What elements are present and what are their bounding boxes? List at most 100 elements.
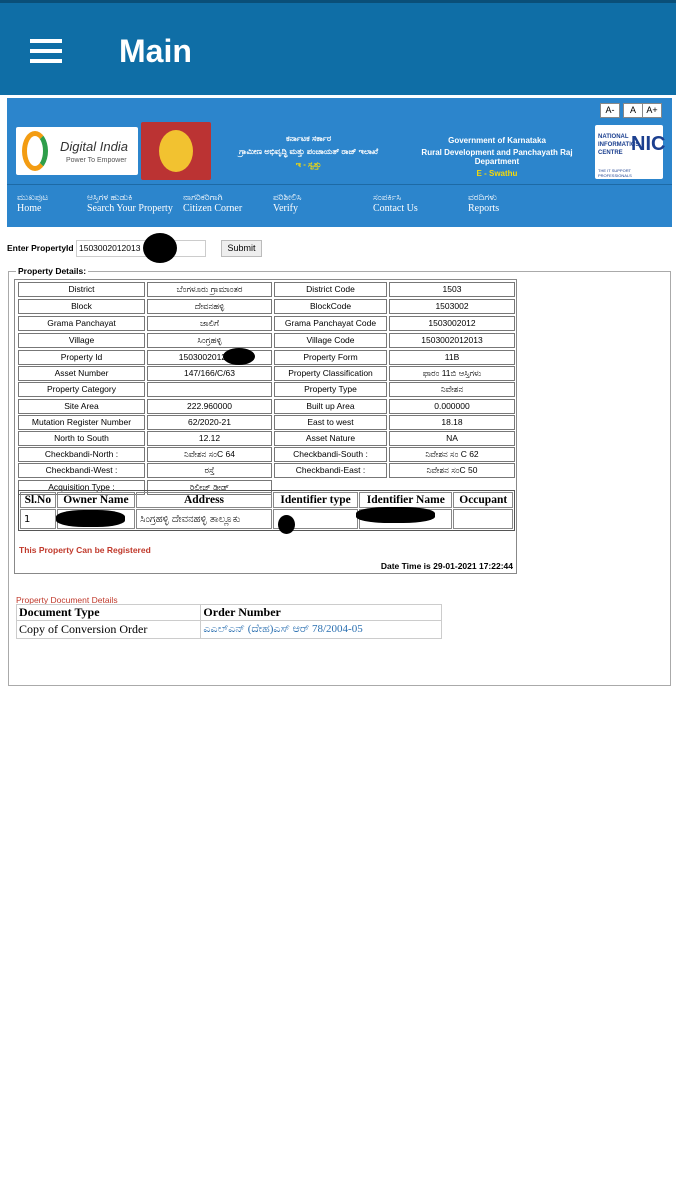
detail-value: 62/2020-21 bbox=[147, 414, 272, 430]
detail-label: District bbox=[18, 282, 145, 297]
property-id-input[interactable]: 1503002012013 bbox=[76, 240, 206, 257]
nav-kannada: ಪರಿಶೀಲಿಸಿ bbox=[273, 192, 302, 202]
owners-header-cell: Address bbox=[136, 492, 272, 508]
detail-value: ಸಿಂಗ್ರಹಳ್ಳಿ bbox=[147, 333, 272, 348]
detail-label: Mutation Register Number bbox=[18, 414, 145, 430]
detail-label: Property Form bbox=[274, 350, 387, 365]
owners-table: Sl.No Owner Name Address Identifier type Ide… bbox=[18, 490, 515, 531]
detail-value: ಫಾರಂ 11ಬಿ ಆಸ್ತಿಗಳು bbox=[389, 366, 515, 382]
documents-header-cell: Document Type bbox=[15, 604, 202, 621]
nav-kannada: ನಾಗರಿಕರಿಗಾಗಿ bbox=[183, 192, 223, 202]
logo-tagline: Power To Empower bbox=[66, 157, 127, 164]
detail-label: North to South bbox=[18, 431, 145, 446]
document-cell: Copy of Conversion Order bbox=[15, 620, 202, 639]
documents-header: Document Type Order Number bbox=[15, 604, 442, 621]
nav-item[interactable]: ಪರಿಶೀಲಿಸಿ Verify bbox=[273, 191, 343, 215]
detail-value: 18.18 bbox=[389, 414, 515, 430]
header-kannada: ಕರ್ನಾಟಕ ಸರ್ಕಾರ ಗ್ರಾಮೀಣ ಅಭಿವೃದ್ಧಿ ಮತ್ತು ಪ… bbox=[211, 134, 406, 170]
nav-kannada: ಸಂಪರ್ಕಿಸಿ bbox=[373, 192, 402, 202]
detail-value: ನಿವೇಶನ bbox=[389, 382, 515, 398]
documents-header-cell: Order Number bbox=[200, 604, 442, 621]
header-english: Government of Karnataka Rural Developmen… bbox=[402, 136, 592, 178]
emblem-shape bbox=[159, 130, 193, 172]
font-button[interactable]: A+ bbox=[642, 103, 662, 118]
documents-row: Copy of Conversion Order ಎಎಲ್‌ಎನ್ (ದೇಹ)ಎಸ… bbox=[15, 620, 442, 639]
documents-title: Property Document Details bbox=[16, 595, 118, 605]
karnataka-emblem bbox=[141, 122, 211, 180]
detail-value: ನಿವೇಶನ ಸಂC 50 bbox=[389, 463, 515, 479]
header-line: E - Swathu bbox=[476, 169, 518, 178]
detail-value: ನಿವೇಶನ ಸಂC 64 bbox=[147, 447, 272, 463]
detail-value bbox=[147, 382, 272, 398]
detail-value: 0.000000 bbox=[389, 398, 515, 414]
detail-label: Village bbox=[18, 333, 145, 348]
owners-cell: ಸಿಂಗ್ರಹಳ್ಳಿ ದೇವನಹಳ್ಳಿ ತಾಲ್ಲೂಕು bbox=[136, 509, 272, 529]
detail-label: Grama Panchayat bbox=[18, 316, 145, 331]
nav-item[interactable]: ವರದಿಗಳು Reports bbox=[468, 191, 538, 215]
detail-label: BlockCode bbox=[274, 299, 387, 314]
detail-label: Asset Number bbox=[18, 366, 145, 382]
detail-label: District Code bbox=[274, 282, 387, 297]
detail-label: Property Classification bbox=[274, 366, 387, 382]
detail-value: 1503002012 bbox=[389, 316, 515, 331]
detail-label: Built up Area bbox=[274, 398, 387, 414]
font-button[interactable]: A- bbox=[600, 103, 620, 118]
redaction bbox=[56, 510, 125, 527]
detail-value: NA bbox=[389, 431, 515, 446]
detail-label: Asset Nature bbox=[274, 431, 387, 446]
detail-label: Checkbandi-East : bbox=[274, 463, 387, 479]
font-button[interactable]: A bbox=[623, 103, 643, 118]
nav-kannada: ವರದಿಗಳು bbox=[468, 192, 497, 202]
menu-button[interactable] bbox=[30, 39, 62, 69]
owners-header-cell: Identifier Name bbox=[359, 492, 453, 508]
documents-table: Document Type Order Number Copy of Convers… bbox=[15, 604, 442, 639]
owners-header-cell: Identifier type bbox=[272, 492, 359, 508]
nav-kannada: ಆಸ್ತಿಗಳ ಹುಡುಕಿ bbox=[87, 192, 133, 202]
detail-value: 222.960000 bbox=[147, 398, 272, 414]
detail-value: 11B bbox=[389, 350, 515, 365]
nav-english: Citizen Corner bbox=[183, 203, 243, 214]
nav-english: Contact Us bbox=[373, 203, 418, 214]
app-title: Main bbox=[119, 33, 192, 69]
detail-value: 12.12 bbox=[147, 431, 272, 446]
nic-abbr: NIC bbox=[631, 133, 666, 155]
owners-cell: 1 bbox=[20, 509, 56, 529]
detail-value: ಜಾಲಿಗೆ bbox=[147, 316, 272, 331]
details-panel: District ಬೆಂಗಳೂರು ಗ್ರಾಮಾಂತರ District Code 1… bbox=[14, 279, 517, 574]
nav-english: Home bbox=[17, 203, 42, 214]
owners-header: Sl.No Owner Name Address Identifier type Ide… bbox=[20, 492, 513, 508]
search-label: Enter PropertyId bbox=[7, 243, 74, 253]
header-line: Government of Karnataka bbox=[448, 136, 546, 145]
redaction bbox=[143, 233, 177, 263]
document-link[interactable]: ಎಎಲ್‌ಎನ್ (ದೇಹ)ಎಸ್ ಆರ್ 78/2004-05 bbox=[200, 620, 442, 639]
nav-english: Reports bbox=[468, 203, 500, 214]
nav-kannada: ಮುಖಪುಟ bbox=[17, 192, 49, 202]
detail-label: Checkbandi-West : bbox=[18, 463, 145, 479]
submit-button[interactable]: Submit bbox=[221, 240, 262, 257]
digital-india-logo: Digital India Power To Empower bbox=[16, 127, 138, 175]
fieldset-legend: Property Details: bbox=[16, 266, 89, 276]
nav-item[interactable]: ನಾಗರಿಕರಿಗಾಗಿ Citizen Corner bbox=[183, 191, 253, 215]
detail-value: 1503002012013 bbox=[389, 333, 515, 348]
detail-label: Property Type bbox=[274, 382, 387, 398]
nav-english: Verify bbox=[273, 203, 298, 214]
logo-title: Digital India bbox=[60, 139, 128, 154]
owners-cell bbox=[453, 509, 513, 529]
date-time: Date Time is 29-01-2021 17:22:44 bbox=[380, 561, 513, 571]
detail-label: Acquisition Type : bbox=[18, 479, 145, 495]
redaction bbox=[278, 515, 295, 534]
owners-header-cell: Occupant bbox=[453, 492, 513, 508]
app-bar: Main bbox=[0, 0, 676, 95]
property-fieldset bbox=[8, 271, 671, 686]
nav-item[interactable]: ಆಸ್ತಿಗಳ ಹುಡುಕಿ Search Your Property bbox=[87, 191, 187, 215]
detail-label: Checkbandi-South : bbox=[274, 447, 387, 463]
nav-item[interactable]: ಮುಖಪುಟ Home bbox=[17, 191, 87, 215]
detail-value: ದೇವನಹಳ್ಳಿ bbox=[147, 299, 272, 314]
header-line: Rural Development and Panchayath Raj Dep… bbox=[421, 148, 573, 166]
nav-item[interactable]: ಸಂಪರ್ಕಿಸಿ Contact Us bbox=[373, 191, 443, 215]
detail-label: Site Area bbox=[18, 398, 145, 414]
site-header: A- A A+ Digital India Power To Empower ಕ… bbox=[7, 98, 672, 184]
nav-english: Search Your Property bbox=[87, 203, 173, 214]
redaction bbox=[356, 507, 435, 523]
